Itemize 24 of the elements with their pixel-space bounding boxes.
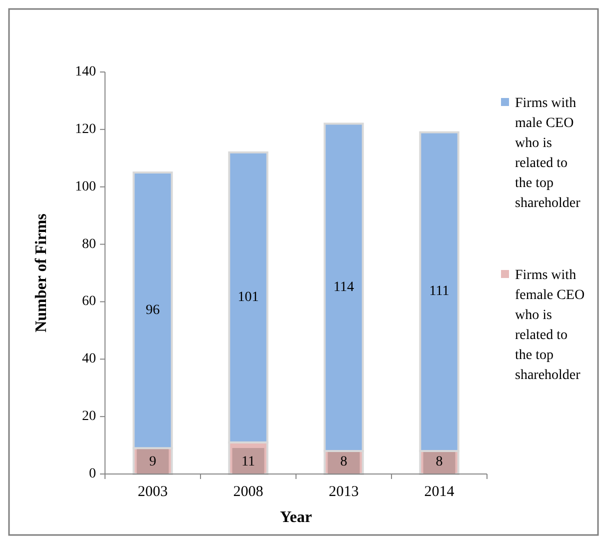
y-tick-label: 20 (82, 409, 96, 424)
y-tick-label: 140 (75, 64, 96, 80)
data-label: 96 (146, 302, 160, 318)
x-tick-label: 2014 (424, 484, 455, 500)
data-label: 114 (334, 280, 354, 295)
y-tick-label: 100 (75, 179, 96, 194)
x-tick-label: 2003 (138, 484, 168, 500)
data-label: 101 (238, 290, 259, 305)
legend-label: Firms with male CEO who is related to the top shareholder (515, 96, 581, 211)
data-label: 111 (429, 284, 450, 300)
data-label: 8 (436, 454, 443, 470)
y-tick-label: 0 (89, 466, 96, 482)
x-axis-title: Year (280, 509, 312, 526)
legend-label: Firms with female CEO who is related to the top shareholder (515, 268, 585, 383)
x-tick-label: 2013 (328, 484, 359, 500)
x-tick-label: 2008 (233, 484, 264, 500)
y-tick-label: 60 (82, 294, 96, 310)
y-tick-label: 80 (82, 236, 96, 252)
y-axis-title: Number of Firms (33, 214, 50, 332)
y-tick-label: 120 (75, 122, 96, 137)
data-label: 11 (242, 454, 255, 470)
data-label: 8 (340, 454, 348, 470)
data-label: 9 (149, 454, 156, 470)
y-tick-label: 40 (82, 352, 96, 367)
